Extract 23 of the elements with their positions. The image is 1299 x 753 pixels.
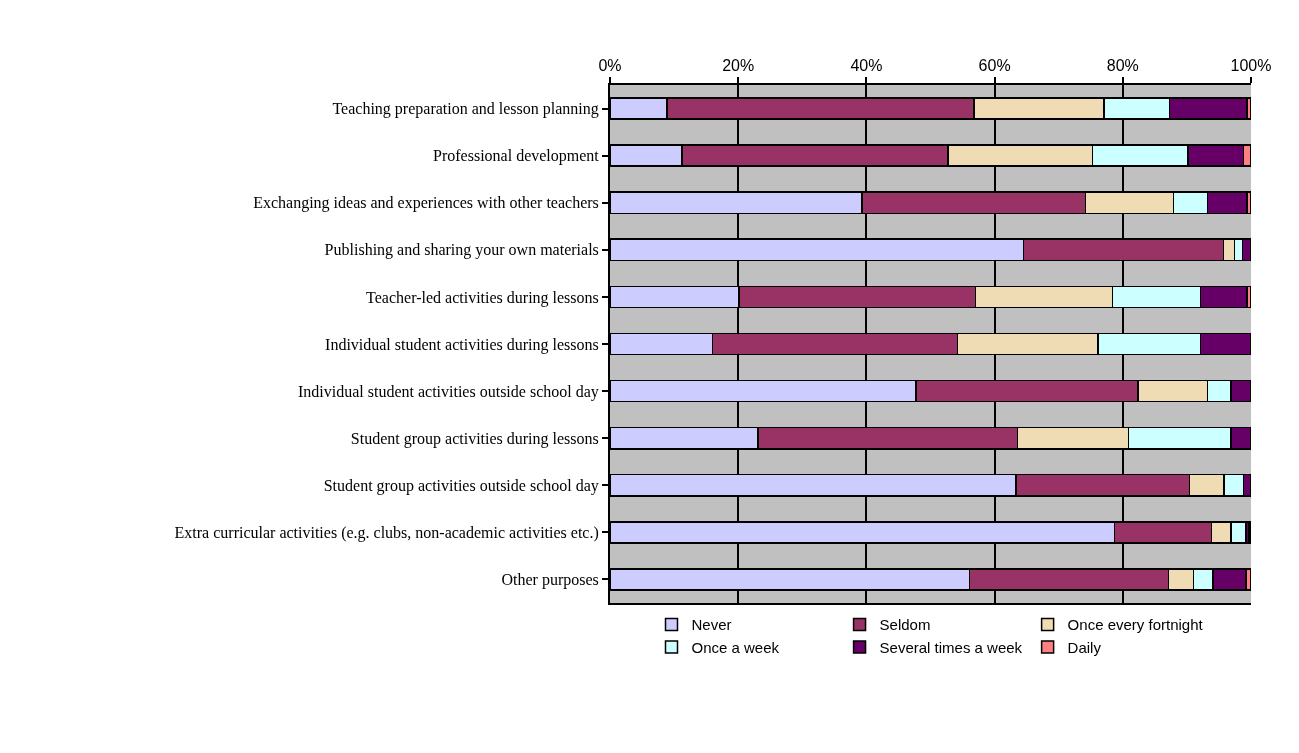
- y-tick-label: Teacher-led activities during lessons: [366, 288, 599, 307]
- legend-label: Once a week: [691, 638, 780, 656]
- y-tick-label: Student group activities outside school day: [323, 476, 599, 495]
- x-tick-label: 40%: [850, 56, 883, 74]
- y-tick-label: Publishing and sharing your own materials: [324, 241, 599, 260]
- legend-label: Several times a week: [879, 638, 1023, 656]
- legend-label: Daily: [1067, 638, 1102, 656]
- x-tick-label: 0%: [598, 56, 622, 74]
- y-tick-label: Student group activities during lessons: [350, 429, 599, 448]
- legend-label: Never: [691, 616, 732, 634]
- y-tick-label: Other purposes: [501, 571, 599, 590]
- x-tick-label: 80%: [1106, 56, 1139, 74]
- y-tick-label: Extra curricular activities (e.g. clubs, non-academic activities etc.): [174, 523, 599, 542]
- y-tick-label: Individual student activities outside school day: [297, 382, 599, 401]
- legend-label: Seldom: [879, 616, 931, 634]
- y-tick-label: Individual student activities during lessons: [325, 335, 599, 354]
- x-tick-label: 60%: [978, 56, 1011, 74]
- y-tick-label: Professional development: [433, 147, 600, 166]
- x-tick-label: 100%: [1230, 56, 1272, 74]
- legend-label: Once every fortnight: [1067, 616, 1204, 634]
- y-tick-label: Exchanging ideas and experiences with other teachers: [253, 194, 599, 213]
- y-tick-label: Teaching preparation and lesson planning: [332, 100, 599, 119]
- x-tick-label: 20%: [722, 56, 755, 74]
